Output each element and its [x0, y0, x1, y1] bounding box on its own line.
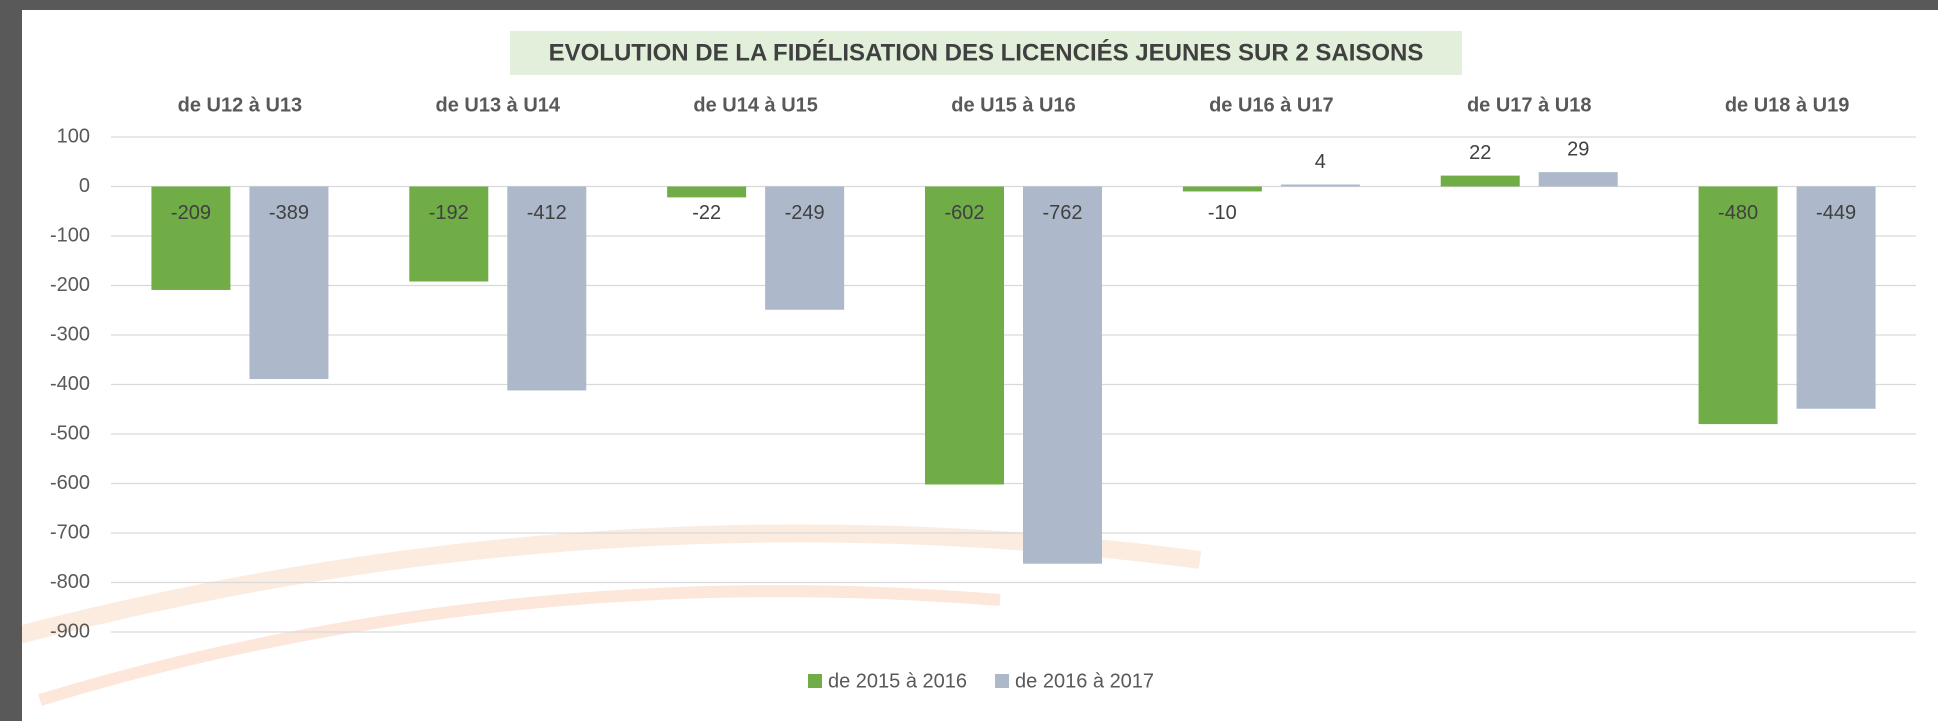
y-tick-label: -800 — [50, 571, 90, 593]
bar — [151, 186, 231, 290]
frame-top — [0, 0, 1938, 10]
title-box — [510, 31, 1462, 75]
data-label: -22 — [692, 202, 721, 224]
data-label: -192 — [429, 202, 469, 224]
bar — [667, 186, 747, 198]
bar — [1280, 184, 1360, 187]
bar — [1440, 175, 1520, 187]
bar — [1023, 186, 1102, 564]
chart-title: EVOLUTION DE LA FIDÉLISATION DES LICENCI… — [549, 38, 1424, 66]
y-tick-label: -600 — [50, 472, 90, 494]
data-label: -412 — [527, 202, 567, 224]
legend-label: de 2015 à 2016 — [828, 670, 967, 692]
data-label: -480 — [1718, 202, 1758, 224]
data-label: 29 — [1567, 138, 1589, 160]
bar — [1698, 186, 1778, 425]
category-label: de U14 à U15 — [693, 94, 818, 116]
bar — [765, 186, 845, 310]
data-label: -762 — [1042, 202, 1082, 224]
decoration — [0, 524, 1202, 649]
data-label: -209 — [171, 202, 211, 224]
data-label: -602 — [944, 202, 984, 224]
decoration — [38, 585, 1001, 706]
category-label: de U16 à U17 — [1209, 94, 1334, 116]
y-tick-label: -700 — [50, 521, 90, 543]
bar — [249, 186, 329, 380]
data-label: -10 — [1208, 202, 1237, 224]
data-label: 4 — [1315, 151, 1326, 173]
y-tick-label: -500 — [50, 422, 90, 444]
bar — [409, 186, 489, 282]
data-label: -449 — [1816, 202, 1856, 224]
y-tick-label: -100 — [50, 224, 90, 246]
category-label: de U13 à U14 — [436, 94, 561, 116]
y-tick-label: 100 — [57, 125, 90, 147]
bar — [1796, 186, 1876, 409]
data-label: -249 — [785, 202, 825, 224]
legend-swatch — [995, 674, 1010, 688]
legend-swatch — [808, 674, 822, 688]
frame-left — [0, 0, 22, 721]
category-label: de U17 à U18 — [1467, 94, 1592, 116]
bar — [925, 186, 1004, 485]
bar — [1538, 172, 1618, 187]
bar — [1182, 186, 1262, 192]
category-label: de U15 à U16 — [951, 94, 1076, 116]
legend-label: de 2016 à 2017 — [1015, 670, 1154, 692]
category-label: de U12 à U13 — [178, 94, 303, 116]
y-tick-label: 0 — [79, 175, 90, 197]
y-tick-label: -400 — [50, 373, 90, 395]
y-tick-label: -300 — [50, 323, 90, 345]
y-tick-label: -900 — [50, 620, 90, 642]
y-tick-label: -200 — [50, 274, 90, 296]
data-label: -389 — [269, 202, 309, 224]
data-label: 22 — [1469, 142, 1491, 164]
bar — [507, 186, 587, 391]
category-label: de U18 à U19 — [1725, 94, 1850, 116]
